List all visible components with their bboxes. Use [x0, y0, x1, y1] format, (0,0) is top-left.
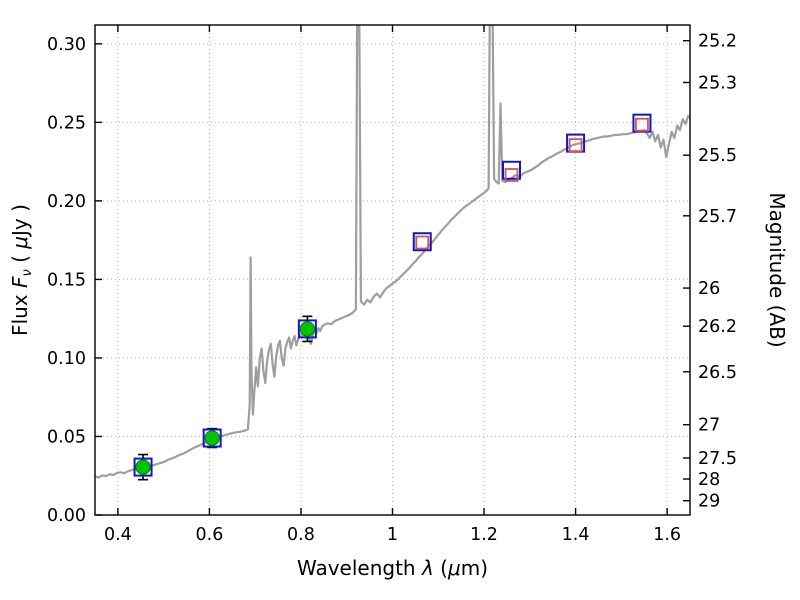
y-left-tick-label: 0.15	[47, 270, 86, 290]
y-left-tick-label: 0.05	[47, 427, 86, 447]
y-right-tick-label: 25.5	[698, 146, 737, 166]
tick-labels: 0.4 0.6 0.8 1 1.2 1.4 1.6 0.00 0.05 0.10 0.15 0.20 0…	[47, 32, 737, 545]
x-tick-label: 0.4	[104, 525, 132, 545]
y-right-tick-label: 26	[698, 279, 720, 299]
y-right-tick-label: 25.7	[698, 207, 737, 227]
y-left-tick-label: 0.10	[47, 349, 86, 369]
y-right-tick-label: 28	[698, 470, 720, 490]
y-right-tick-label: 25.2	[698, 32, 737, 52]
x-tick-label: 0.6	[196, 525, 224, 545]
x-axis-label: Wavelength λ (μm)	[297, 556, 488, 580]
x-tick-label: 1	[387, 525, 398, 545]
x-tick-label: 1.4	[562, 525, 590, 545]
error-bars	[138, 315, 313, 481]
axis-ticks	[95, 25, 690, 516]
x-tick-label: 1.6	[653, 525, 681, 545]
y-left-tick-label: 0.20	[47, 192, 86, 212]
y-axis-left-label: Flux Fν ( μJy )	[8, 204, 35, 336]
x-tick-label: 0.8	[287, 525, 315, 545]
y-right-tick-label: 26.2	[698, 317, 737, 337]
y-right-tick-label: 27.5	[698, 449, 737, 469]
model-photometry-squares	[415, 117, 649, 250]
y-left-tick-label: 0.00	[47, 506, 86, 526]
y-right-tick-label: 27	[698, 416, 720, 436]
y-axis-right-label: Magnitude (AB)	[765, 192, 789, 347]
y-right-tick-label: 25.3	[698, 73, 737, 93]
grid-lines	[95, 25, 690, 515]
y-left-tick-label: 0.30	[47, 35, 86, 55]
y-right-tick-label: 26.5	[698, 363, 737, 383]
y-right-tick-label: 29	[698, 492, 720, 512]
observed-photometry-circles	[135, 321, 316, 475]
band-photometry-squares	[133, 113, 652, 477]
x-tick-label: 1.2	[470, 525, 498, 545]
y-left-tick-label: 0.25	[47, 113, 86, 133]
